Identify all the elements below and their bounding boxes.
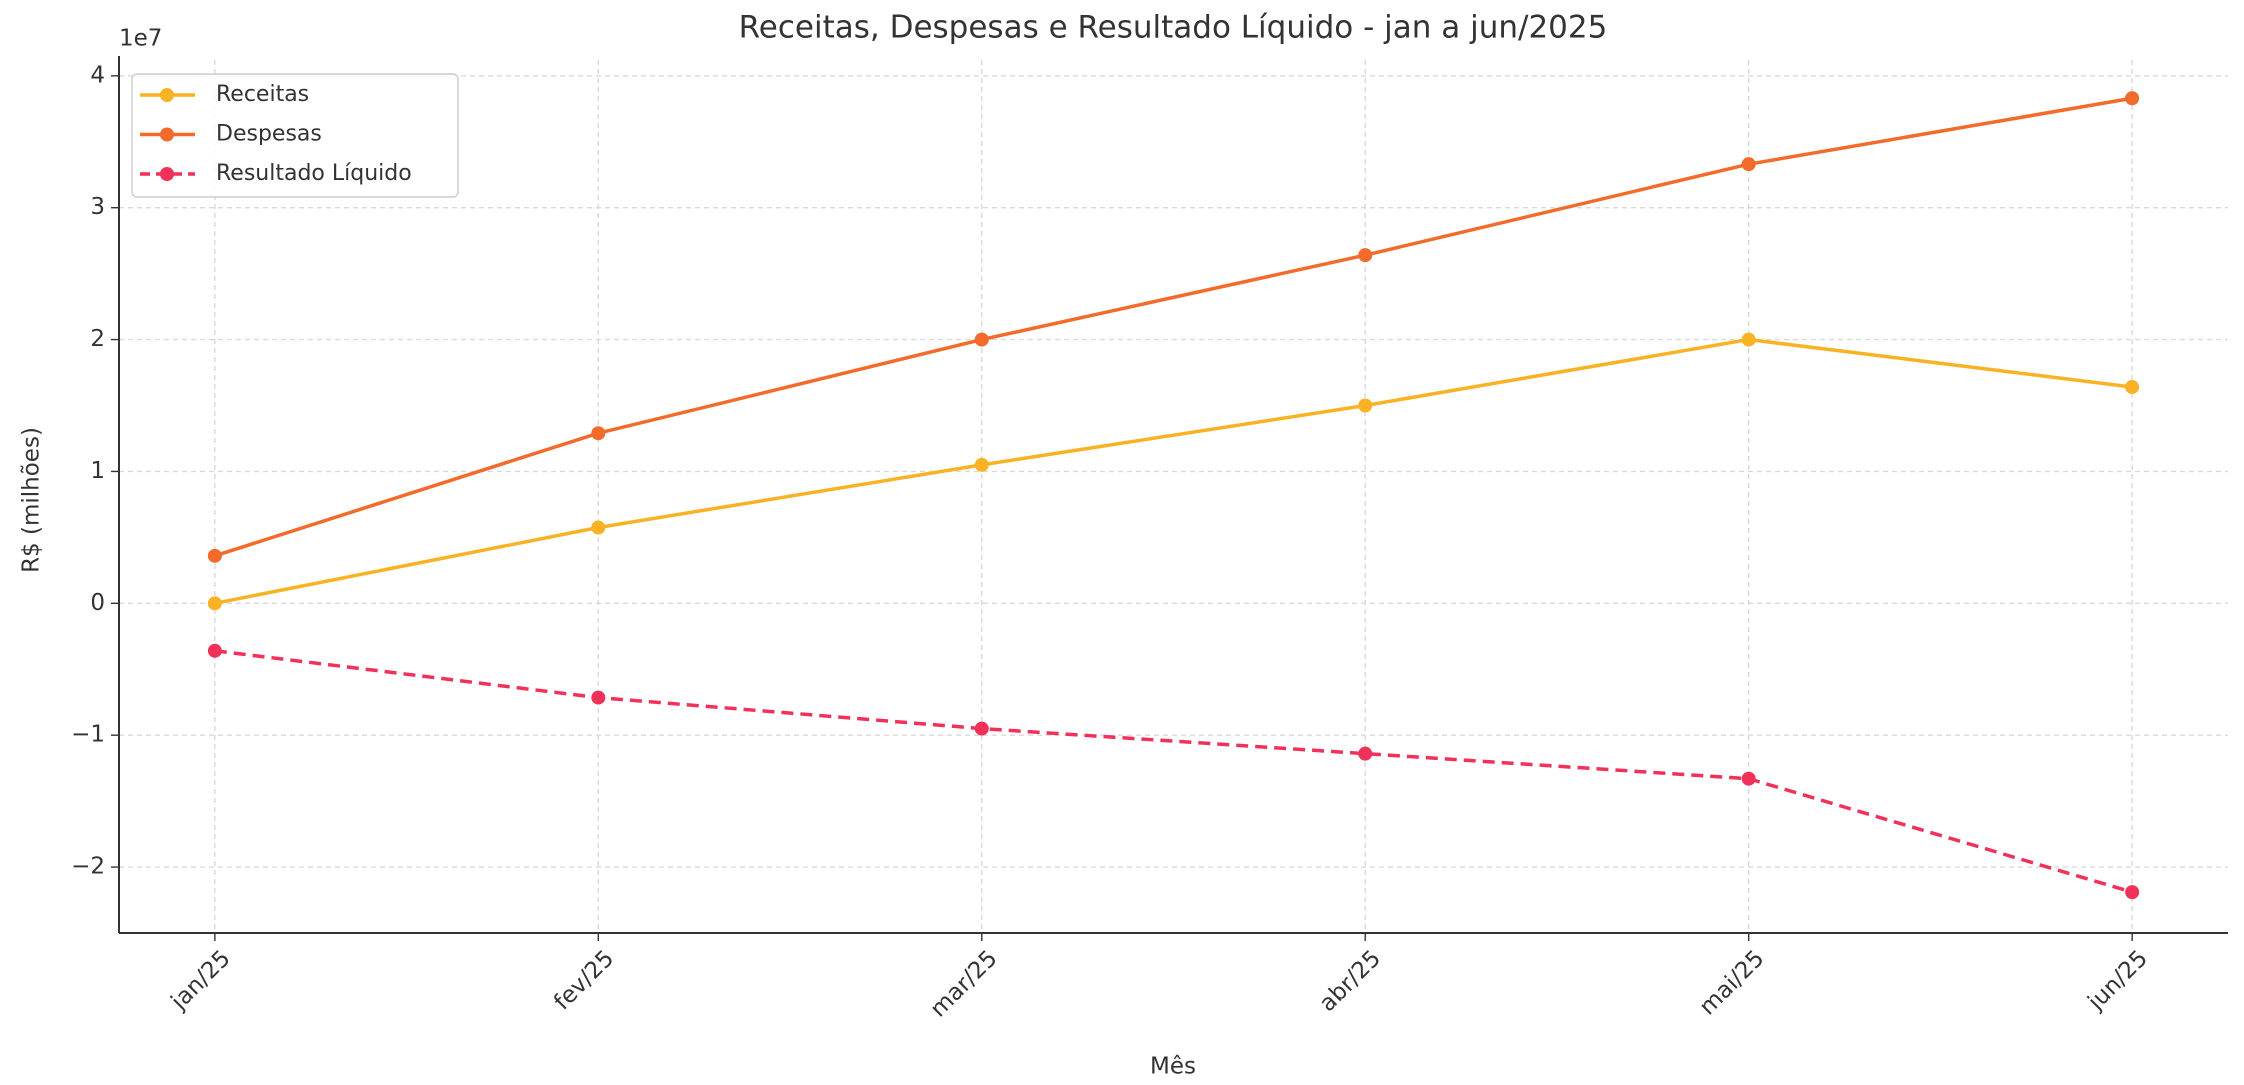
data-point: [2125, 885, 2140, 900]
legend-marker: [160, 127, 174, 142]
legend-label: Receitas: [216, 82, 309, 107]
data-point: [974, 721, 989, 736]
y-tick-label: −1: [71, 722, 105, 748]
data-point: [591, 520, 606, 535]
data-point: [1741, 157, 1756, 172]
series-line: [214, 649, 2133, 894]
x-tick-label: mar/25: [926, 945, 1003, 1022]
series-line: [214, 337, 2133, 606]
data-point: [207, 548, 222, 563]
legend-box: [131, 73, 459, 198]
x-tick-label: jun/25: [2083, 945, 2153, 1015]
y-tick-label: 3: [90, 194, 105, 220]
data-point: [974, 457, 989, 472]
y-tick-label: −2: [71, 854, 105, 880]
legend-label: Resultado Líquido: [216, 161, 412, 186]
y-axis-label: R$ (milhões): [19, 427, 45, 573]
data-point: [207, 643, 222, 658]
data-point: [1358, 248, 1373, 263]
data-point: [2125, 380, 2140, 395]
data-point: [1741, 771, 1756, 786]
chart-title: Receitas, Despesas e Resultado Líquido -…: [739, 10, 1608, 46]
data-point: [2125, 91, 2140, 106]
x-tick-label: fev/25: [549, 945, 619, 1015]
y-offset-label: 1e7: [119, 26, 162, 52]
data-point: [1358, 398, 1373, 413]
data-point: [591, 690, 606, 705]
y-tick-label: 0: [90, 590, 105, 616]
data-point: [1358, 746, 1373, 761]
data-point: [591, 426, 606, 441]
x-tick-label: abr/25: [1315, 945, 1387, 1017]
y-tick-label: 2: [90, 326, 105, 352]
y-tick-label: 4: [90, 62, 105, 88]
x-tick-label: mai/25: [1695, 945, 1770, 1020]
data-point: [974, 332, 989, 347]
x-axis-label: Mês: [1150, 1054, 1196, 1080]
legend-label: Despesas: [216, 122, 322, 147]
data-point: [207, 596, 222, 611]
legend-marker: [160, 88, 174, 102]
data-point: [1741, 332, 1756, 347]
y-tick-label: 1: [90, 458, 105, 484]
series-line: [214, 96, 2133, 558]
legend-marker: [160, 167, 174, 181]
x-tick-label: jan/25: [166, 945, 236, 1015]
